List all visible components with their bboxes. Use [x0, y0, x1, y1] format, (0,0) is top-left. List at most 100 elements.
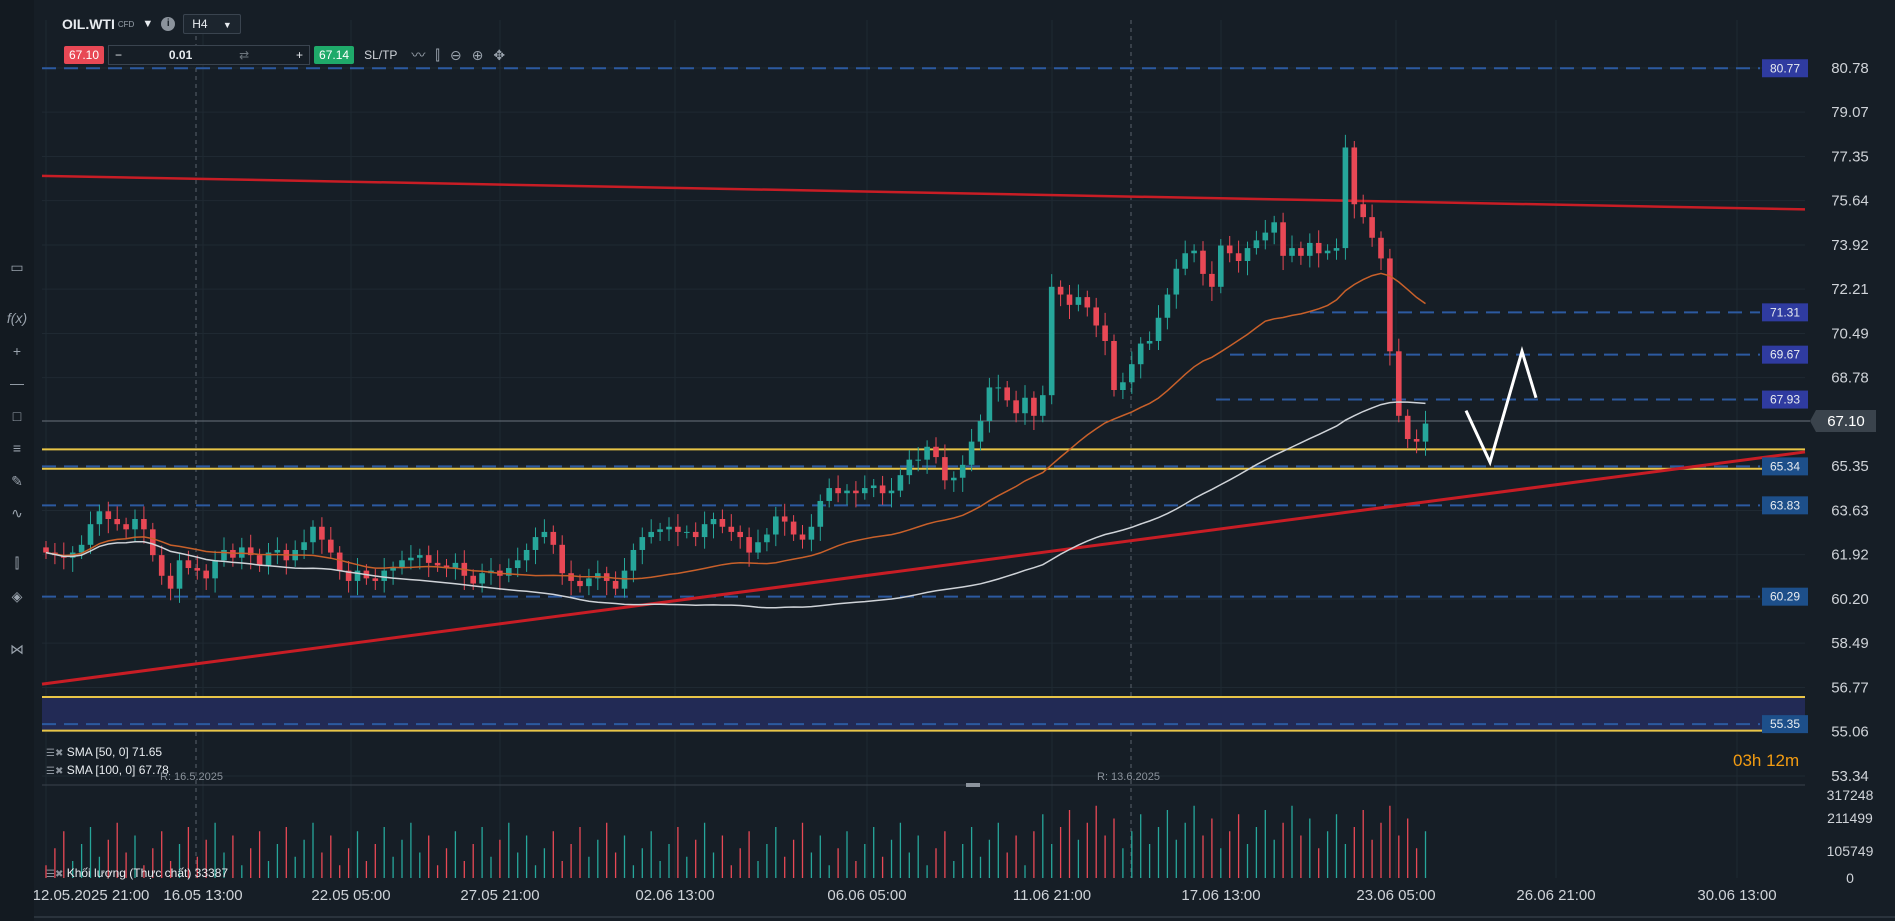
candle-body — [399, 560, 405, 569]
candle-body — [577, 580, 583, 587]
layers-icon[interactable]: ◈ — [11, 588, 23, 604]
candle-body — [924, 446, 930, 460]
fib-tool-icon[interactable]: ≡ — [12, 440, 22, 456]
share-icon[interactable]: ⋈ — [10, 641, 24, 657]
y-tick-label: 79.07 — [1831, 104, 1869, 121]
sma100-legend[interactable]: ☰✖ SMA [100, 0] 67.78 — [46, 763, 169, 777]
candle-body — [1218, 245, 1224, 287]
candle-body — [132, 519, 138, 530]
crosshair-icon[interactable]: + — [12, 343, 22, 359]
candle-type-icon[interactable]: ⫿ — [435, 46, 440, 63]
candle-body — [933, 446, 939, 458]
symbol-name[interactable]: OIL.WTI — [62, 16, 115, 32]
symbol-bar: OIL.WTI CFD ▼ i H4 ▼ — [62, 12, 241, 36]
volume-legend[interactable]: ☰✖ Khối lượng (Thực chất) 33387 — [46, 866, 228, 880]
x-tick-label: 11.06 21:00 — [1013, 887, 1091, 904]
display-icon[interactable]: ▭ — [10, 259, 24, 275]
candle-body — [1048, 286, 1055, 396]
candle-body — [1360, 204, 1366, 218]
current-price-tag — [1810, 409, 1876, 432]
sma50-legend[interactable]: ☰✖ SMA [50, 0] 71.65 — [46, 745, 162, 759]
candles-icon[interactable]: ⫿ — [14, 555, 20, 571]
price-label-box — [1762, 303, 1808, 322]
candle-body — [425, 555, 432, 563]
candle-body — [96, 511, 103, 525]
price-label-box — [1762, 457, 1808, 476]
candle-body — [319, 526, 325, 540]
candle-body — [150, 529, 156, 556]
candle-body — [43, 547, 49, 553]
candle-body — [417, 555, 423, 558]
quantity-stepper[interactable]: − 0.01 ⇄ + — [108, 45, 311, 65]
wave-tool-icon[interactable]: ∿ — [11, 505, 23, 521]
candle-body — [452, 562, 459, 569]
zoom-out-icon[interactable]: ⊖ — [449, 46, 462, 63]
candle-body — [862, 488, 868, 494]
candle-body — [870, 485, 877, 489]
left-toolbar: ▭ f(x) + — □ ≡ ✎ ∿ ⫿ ◈ ⋈ — [0, 0, 34, 921]
support-trendline — [41, 450, 1806, 686]
candle-body — [176, 560, 183, 589]
candle-body — [799, 534, 806, 540]
candle-body — [203, 570, 209, 579]
candle-body — [78, 544, 85, 553]
legend-handle-icon[interactable]: ☰✖ — [46, 766, 64, 777]
candle-body — [141, 519, 147, 530]
candle-body — [728, 526, 735, 532]
candle-body — [1387, 258, 1393, 352]
zoom-in-icon[interactable]: ⊕ — [471, 46, 484, 63]
candle-body — [247, 547, 254, 556]
candle-body — [897, 475, 904, 491]
y-tick-label: 72.21 — [1831, 281, 1869, 298]
candle-body — [434, 562, 441, 566]
move-icon[interactable]: ✥ — [493, 46, 506, 63]
candle-body — [1155, 317, 1162, 341]
candle-body — [1351, 147, 1358, 205]
candle-body — [675, 526, 681, 532]
pen-tool-icon[interactable]: ✎ — [11, 473, 23, 489]
line-chart-icon[interactable]: 〰 — [411, 47, 426, 63]
candle-body — [514, 560, 521, 569]
y-tick-label: 80.78 — [1831, 60, 1869, 77]
line-tool-icon[interactable]: — — [10, 375, 24, 391]
price-label-text: 55.35 — [1770, 717, 1800, 731]
candle-body — [630, 549, 637, 571]
candle-body — [1226, 245, 1233, 254]
candle-body — [764, 534, 770, 543]
candle-body — [737, 531, 743, 538]
sltp-button[interactable]: SL/TP — [364, 48, 398, 62]
sell-button[interactable]: 67.10 — [64, 46, 105, 64]
candle-body — [808, 526, 815, 540]
buy-button[interactable]: 67.14 — [314, 46, 355, 64]
rectangle-tool-icon[interactable]: □ — [12, 408, 22, 424]
candle-body — [586, 578, 592, 587]
x-tick-label: 12.05.2025 21:00 — [33, 887, 150, 904]
candle-body — [1146, 340, 1153, 344]
candle-body — [1200, 250, 1206, 274]
info-icon[interactable]: i — [161, 17, 176, 31]
candle-body — [888, 490, 895, 494]
increase-button[interactable]: + — [296, 48, 304, 62]
x-tick-label: 30.06 13:00 — [1697, 887, 1776, 904]
legend-handle-icon[interactable]: ☰✖ — [46, 748, 64, 759]
candle-body — [1342, 147, 1349, 249]
candle-body — [1129, 364, 1135, 383]
swap-icon[interactable]: ⇄ — [239, 48, 250, 62]
decrease-button[interactable]: − — [115, 48, 123, 62]
y-tick-label: 77.35 — [1831, 149, 1869, 166]
indicator-icon[interactable]: f(x) — [6, 310, 28, 326]
legend-handle-icon[interactable]: ☰✖ — [46, 869, 64, 880]
timeframe-select[interactable]: H4 ▼ — [183, 14, 241, 34]
candle-body — [1413, 439, 1420, 442]
symbol-dropdown-icon[interactable]: ▼ — [142, 18, 154, 30]
candle-body — [1111, 340, 1117, 391]
candle-body — [1164, 294, 1171, 318]
timeframe-label: H4 — [192, 17, 208, 31]
candle-body — [1298, 248, 1304, 256]
y-tick-label: 75.64 — [1831, 193, 1869, 210]
price-label-text: 67.93 — [1770, 393, 1800, 407]
quantity-value[interactable]: 0.01 — [168, 48, 193, 62]
candle-body — [532, 537, 539, 550]
candle-body — [1253, 240, 1260, 249]
